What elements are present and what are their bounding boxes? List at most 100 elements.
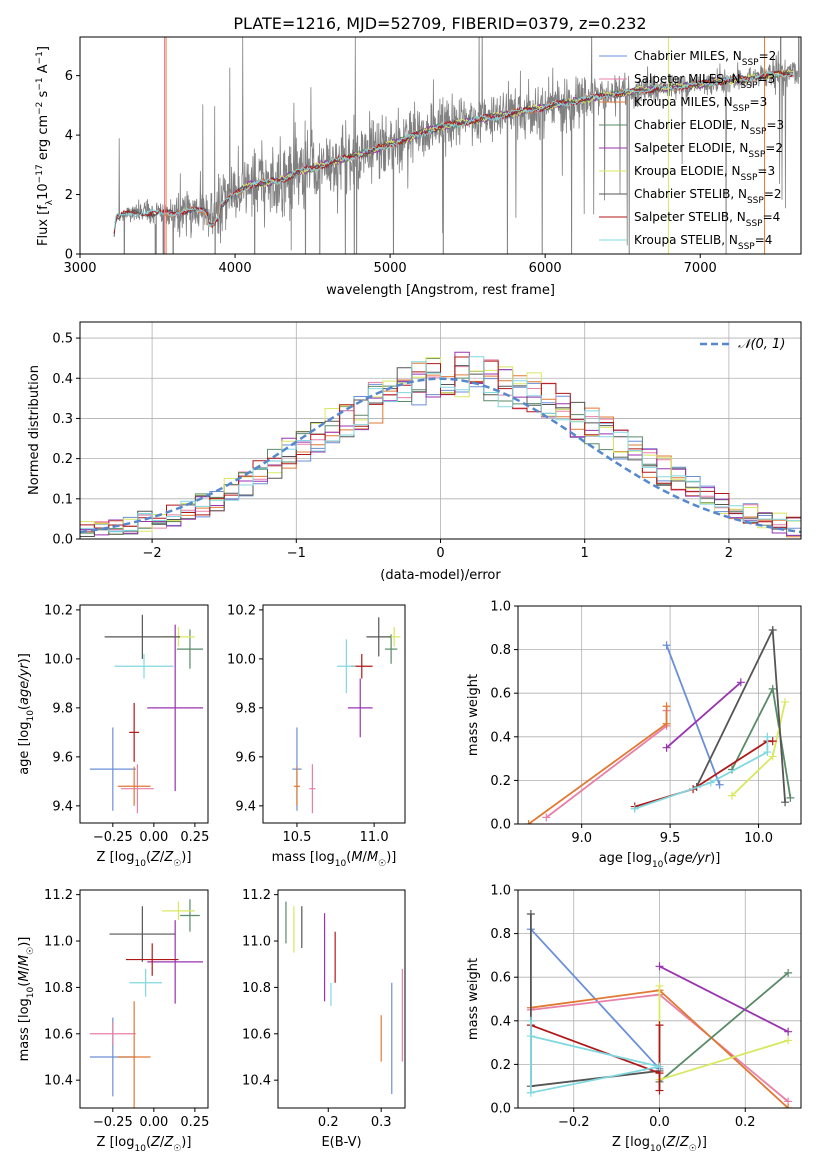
plus-marker [706,778,715,787]
x-axis-label: mass [log10(M/M☉)] [272,850,397,869]
y-tick-label: 0.6 [490,687,511,702]
y-axis-label: age [log10(age/yr)] [17,653,36,775]
y-axis-label: mass weight [466,958,481,1040]
plus-marker [781,798,790,807]
histogram-kroupa-stelib [80,356,801,539]
x-tick-label: −1 [287,546,306,561]
plot-area [89,899,204,1108]
y-tick-label: 0.1 [52,492,73,507]
plus-marker [526,1032,535,1041]
z_vs_age-frame [79,604,209,824]
y-tick-label: 10.0 [44,652,73,667]
legend-label: Chabrier STELIB, NSSP=2 [634,187,782,206]
x-tick-label: 11.0 [360,830,389,845]
mass_vs_age-frame [262,604,406,824]
legend-label: Salpeter STELIB, NSSP=4 [634,210,780,229]
y-tick-label: 10.8 [44,981,73,996]
x-tick-label: 0.00 [139,830,168,845]
y-axis-label: Normed distribution [27,365,42,495]
plot-area [526,909,793,1108]
y-tick-label: 0.8 [490,643,511,658]
figure-title: PLATE=1216, MJD=52709, FIBERID=0379, z=0… [233,14,646,33]
x-tick-label: 3000 [63,261,96,276]
plus-marker [784,1036,793,1045]
plus-marker [526,909,535,918]
plus-marker [768,752,777,761]
age_vs_weight-frame [517,605,802,825]
plot-area [89,614,204,814]
y-tick-label: 9.4 [235,799,256,814]
weight-line-chabrier-stelib [695,626,786,803]
x-tick-label: 0.2 [318,1115,339,1130]
x-axis-label: Z [log10(Z/Z☉)] [97,1135,192,1154]
y-tick-label: 10.2 [44,603,73,618]
y-tick-label: 11.2 [44,888,73,903]
ebv-vs-mass-panel: 0.2 0.3 10.4 10.6 10.8 11.0 11.2 E(B-V) [242,888,406,1150]
x-tick-label: 6000 [529,261,562,276]
plus-marker [524,820,533,824]
y-tick-label: 2 [65,188,73,203]
x-tick-label: 10.5 [282,830,311,845]
legend-label: Kroupa STELIB, NSSP=4 [634,233,772,252]
y-tick-label: 6 [65,69,73,84]
legend-label: Salpeter ELODIE, NSSP=2 [634,141,783,160]
x-axis-label: (data-model)/error [380,568,501,583]
x-tick-label: −0.25 [93,830,133,845]
y-tick-label: 0.4 [52,372,73,387]
x-tick-label: 5000 [374,261,407,276]
plus-marker [763,732,772,741]
x-axis-label: Z [log10(Z/Z☉)] [612,1135,707,1154]
legend-label: 𝒩(0, 1) [738,337,785,352]
y-tick-label: 0.4 [490,730,511,745]
y-tick-label: 0.5 [52,332,73,347]
x-tick-label: 10.0 [744,831,773,846]
x-tick-label: −0.2 [558,1115,590,1130]
plus-marker [768,625,777,634]
plot-area [80,351,801,539]
x-tick-label: 0.2 [735,1115,756,1130]
plus-marker [662,743,671,752]
x-tick-label: 9.5 [660,831,681,846]
plus-marker [781,697,790,706]
x-tick-label: 0.00 [139,1115,168,1130]
x-tick-label: 0.0 [649,1115,670,1130]
y-tick-label: 10.2 [227,603,256,618]
plus-marker [662,719,671,728]
x-tick-label: 4000 [219,261,252,276]
y-tick-label: 10.4 [242,1074,271,1089]
y-tick-label: 0.0 [490,1102,511,1117]
x-axis-label: Z [log10(Z/Z☉)] [97,850,192,869]
x-tick-label: 1 [581,546,589,561]
legend-label: Kroupa MILES, NSSP=3 [634,95,767,114]
plus-marker [784,968,793,977]
plus-marker [630,804,639,813]
x-tick-label: 0.25 [180,830,209,845]
plus-marker [542,813,551,822]
y-tick-label: 0.4 [490,1014,511,1029]
plus-marker [662,702,671,711]
x-tick-label: 7000 [684,261,717,276]
weight-line-salpeter-elodie [666,681,742,749]
spectrum-panel: 3000 4000 5000 6000 7000 0 2 4 6 wavelength [Angs… [35,36,802,298]
legend-label: Kroupa ELODIE, NSSP=3 [634,164,775,183]
weight-line-chabrier-miles [665,644,721,786]
y-tick-label: 0 [65,248,73,263]
y-tick-label: 0.0 [490,818,511,833]
plus-marker [655,1062,664,1071]
histogram-salpeter-stelib [80,356,801,539]
y-tick-label: 9.8 [52,701,73,716]
y-tick-label: 0.2 [52,452,73,467]
y-tick-label: 9.8 [235,701,256,716]
y-tick-label: 10.6 [242,1027,271,1042]
plus-marker [655,981,664,990]
x-tick-label: 0 [436,546,444,561]
plus-marker [728,791,737,800]
plus-marker [763,748,772,757]
y-tick-label: 11.0 [44,935,73,950]
spectrum-frame [79,36,802,255]
z_vs_mass-frame [79,889,209,1109]
y-tick-label: 9.4 [52,799,73,814]
plot-area [285,901,403,1095]
y-tick-label: 0.8 [490,927,511,942]
